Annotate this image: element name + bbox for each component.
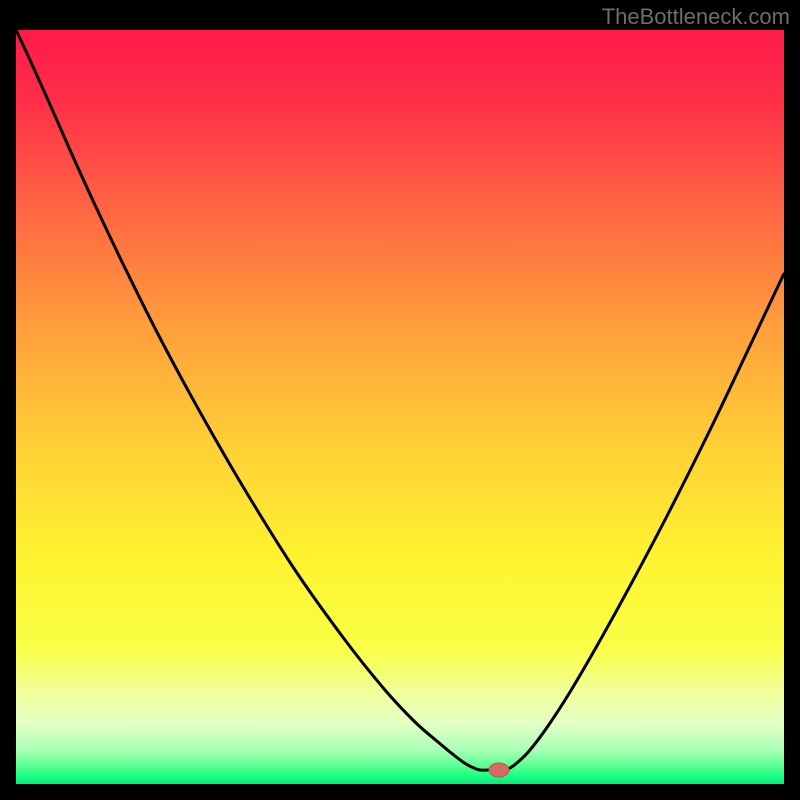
optimal-marker [489,763,509,777]
bottleneck-chart [0,0,800,800]
watermark-text: TheBottleneck.com [602,4,790,30]
chart-frame: { "watermark": { "text": "TheBottleneck.… [0,0,800,800]
chart-background [16,30,784,784]
